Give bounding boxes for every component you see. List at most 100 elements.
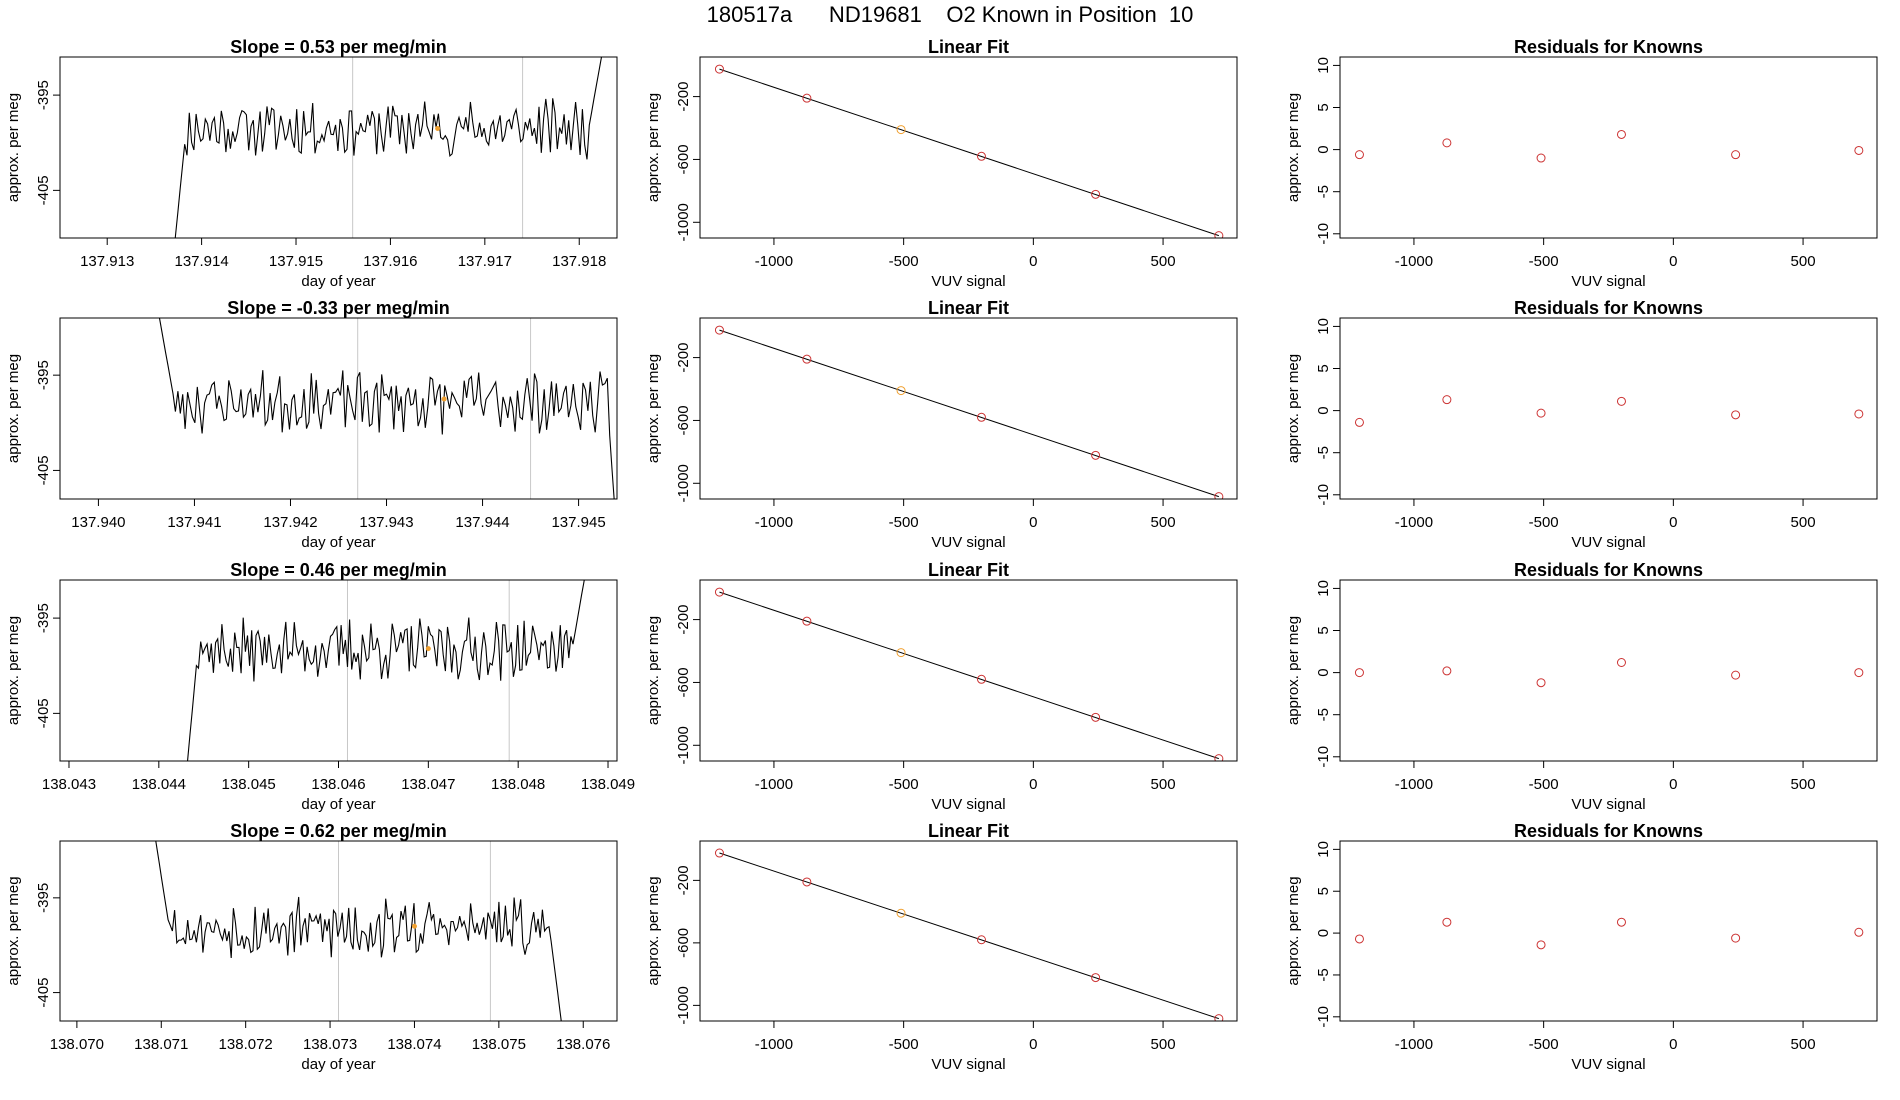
- x-tick-label: -1000: [1395, 253, 1433, 270]
- chart-panel-1-3: Residuals for Knowns -1000 -500 0 500 10 5 0 -5 -…: [1285, 37, 1878, 290]
- x-tick-label: -1000: [755, 253, 793, 270]
- fit-line: [719, 329, 1219, 498]
- y-axis-label: approx. per meg: [645, 616, 662, 725]
- x-tick-label: -1000: [755, 514, 793, 531]
- x-tick-label: 0: [1029, 776, 1037, 793]
- chart-panel-2-2: Linear Fit -1000 -500 0 500 -200 -600 -1000 VUV …: [645, 298, 1238, 551]
- y-tick-label: -5: [1315, 708, 1332, 721]
- data-point: [976, 412, 986, 422]
- y-tick-label: -5: [1315, 185, 1332, 198]
- x-tick-label: 500: [1791, 514, 1816, 531]
- y-tick-label: 0: [1315, 668, 1332, 676]
- y-axis-label: approx. per meg: [1285, 354, 1302, 463]
- data-point: [1354, 150, 1364, 160]
- x-tick-label: 500: [1151, 514, 1176, 531]
- data-point: [714, 64, 724, 74]
- x-tick-label: 138.044: [132, 776, 186, 793]
- data-point: [1731, 150, 1741, 160]
- y-tick-label: -405: [35, 978, 52, 1008]
- x-axis-label: VUV signal: [1571, 1056, 1645, 1073]
- data-point: [1214, 1014, 1224, 1021]
- y-tick-label: -10: [1315, 223, 1332, 245]
- chart-title: Slope = 0.53 per meg/min: [230, 37, 447, 57]
- chart-panel-4-1: Slope = 0.62 per meg/min 138.070 138.071 13…: [5, 821, 618, 1073]
- x-axis-label: day of year: [301, 1056, 375, 1073]
- plot-frame: [1339, 579, 1878, 762]
- data-point: [714, 325, 724, 335]
- plot-area: [186, 580, 585, 761]
- y-tick-label: -10: [1315, 1006, 1332, 1028]
- x-tick-label: 138.075: [472, 1036, 526, 1053]
- chart-title: Slope = -0.33 per meg/min: [227, 298, 450, 318]
- page-title: 180517a ND19681 O2 Known in Position 10: [706, 2, 1194, 27]
- x-tick-label: 137.914: [174, 253, 228, 270]
- plot-frame: [699, 56, 1238, 239]
- data-point: [1536, 408, 1546, 418]
- plot-area: [155, 841, 562, 1021]
- y-tick-label: -1000: [675, 203, 692, 241]
- x-tick-label: -1000: [1395, 1036, 1433, 1053]
- y-tick-label: -5: [1315, 446, 1332, 459]
- plot-area: [714, 325, 1224, 499]
- x-tick-label: 500: [1151, 1036, 1176, 1053]
- y-axis-label: approx. per meg: [1285, 616, 1302, 725]
- y-tick-label: 0: [1315, 145, 1332, 153]
- data-point: [1536, 940, 1546, 950]
- chart-title: Residuals for Knowns: [1514, 821, 1703, 841]
- x-tick-label: 0: [1669, 1036, 1677, 1053]
- data-series-line: [155, 841, 562, 1021]
- y-tick-label: -10: [1315, 484, 1332, 506]
- x-tick-label: 0: [1669, 776, 1677, 793]
- data-point: [1616, 396, 1626, 406]
- y-axis-label: approx. per meg: [5, 616, 22, 725]
- x-tick-label: 137.944: [455, 514, 509, 531]
- data-point: [896, 386, 906, 396]
- x-tick-label: -500: [889, 776, 919, 793]
- plot-area: [1354, 395, 1864, 427]
- data-point: [896, 648, 906, 658]
- chart-title: Linear Fit: [928, 37, 1009, 57]
- x-axis-label: day of year: [301, 796, 375, 813]
- data-point: [802, 354, 812, 364]
- x-tick-label: -500: [889, 514, 919, 531]
- data-point: [802, 877, 812, 887]
- data-series-line: [158, 318, 615, 499]
- y-tick-label: -405: [35, 175, 52, 205]
- chart-title: Residuals for Knowns: [1514, 37, 1703, 57]
- data-point: [1091, 450, 1101, 460]
- y-tick-label: -395: [35, 883, 52, 913]
- y-axis-label: approx. per meg: [5, 876, 22, 985]
- x-tick-label: -1000: [1395, 514, 1433, 531]
- y-tick-label: -405: [35, 455, 52, 485]
- data-point: [1091, 189, 1101, 199]
- chart-panel-2-3: Residuals for Knowns -1000 -500 0 500 10 5 0 -5 -…: [1285, 298, 1878, 551]
- x-tick-label: 138.071: [134, 1036, 188, 1053]
- x-tick-label: -500: [1529, 776, 1559, 793]
- x-tick-label: 137.916: [363, 253, 417, 270]
- data-point: [976, 151, 986, 161]
- data-series-line: [186, 580, 585, 761]
- y-tick-label: 5: [1315, 103, 1332, 111]
- x-axis-label: VUV signal: [1571, 273, 1645, 290]
- data-point: [1214, 754, 1224, 761]
- y-tick-label: -600: [675, 667, 692, 697]
- y-tick-label: -405: [35, 698, 52, 728]
- chart-panel-4-3: Residuals for Knowns -1000 -500 0 500 10 5 0 -5 -…: [1285, 821, 1878, 1073]
- x-axis-label: VUV signal: [931, 796, 1005, 813]
- x-tick-label: -1000: [755, 1036, 793, 1053]
- y-tick-label: -600: [675, 928, 692, 958]
- plot-frame: [59, 56, 618, 239]
- data-point: [1731, 933, 1741, 943]
- data-point: [896, 125, 906, 135]
- y-tick-label: 5: [1315, 626, 1332, 634]
- x-tick-label: 0: [1669, 253, 1677, 270]
- plot-frame: [699, 840, 1238, 1022]
- x-axis-label: day of year: [301, 273, 375, 290]
- data-point: [1536, 678, 1546, 688]
- plot-frame: [1339, 317, 1878, 500]
- chart-panel-4-2: Linear Fit -1000 -500 0 500 -200 -600 -1000 VUV …: [645, 821, 1238, 1073]
- data-point: [1442, 917, 1452, 927]
- x-axis-label: VUV signal: [931, 534, 1005, 551]
- plot-frame: [699, 579, 1238, 762]
